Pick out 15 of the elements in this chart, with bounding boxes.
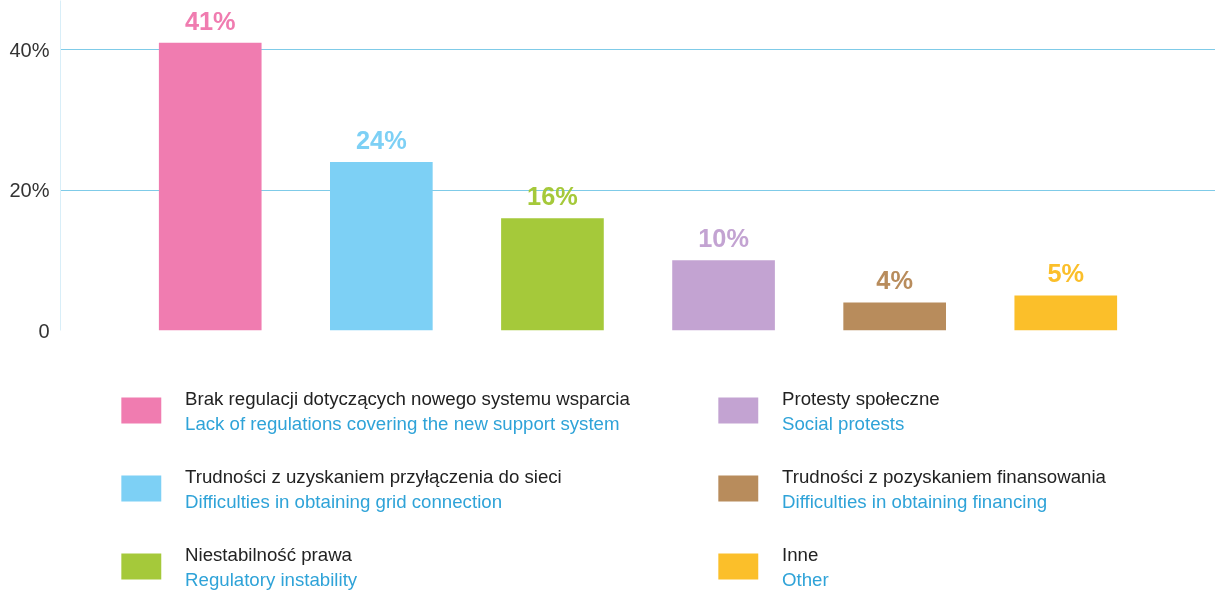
legend-label: Brak regulacji dotyczących nowego systemu wsparcia Lack of regulations covering the new support system (185, 388, 631, 434)
legend-label: Protesty społeczne Social protests (782, 388, 940, 434)
legend-label: Trudności z pozyskaniem finansowania Difficulties in obtaining financing (782, 466, 1107, 512)
data-label: 24% (355, 125, 407, 154)
legend-label: Trudności z uzyskaniem przyłączenia do sieci Difficulties in obtaining grid connection (185, 466, 562, 512)
legend-label: Niestabilność prawa Regulatory instability (185, 544, 358, 590)
y-tick-label: 0 (38, 319, 50, 342)
y-tick-label: 20% (9, 179, 50, 202)
data-label: 41% (184, 6, 236, 35)
data-label: 5% (1047, 259, 1085, 288)
data-label: 16% (527, 182, 578, 211)
data-label: 10% (698, 224, 749, 253)
legend-label: Inne Other (782, 544, 829, 590)
y-tick-label: 40% (9, 38, 50, 61)
data-label: 4% (876, 266, 913, 295)
